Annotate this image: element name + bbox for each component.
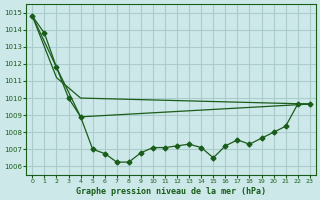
X-axis label: Graphe pression niveau de la mer (hPa): Graphe pression niveau de la mer (hPa) <box>76 187 266 196</box>
